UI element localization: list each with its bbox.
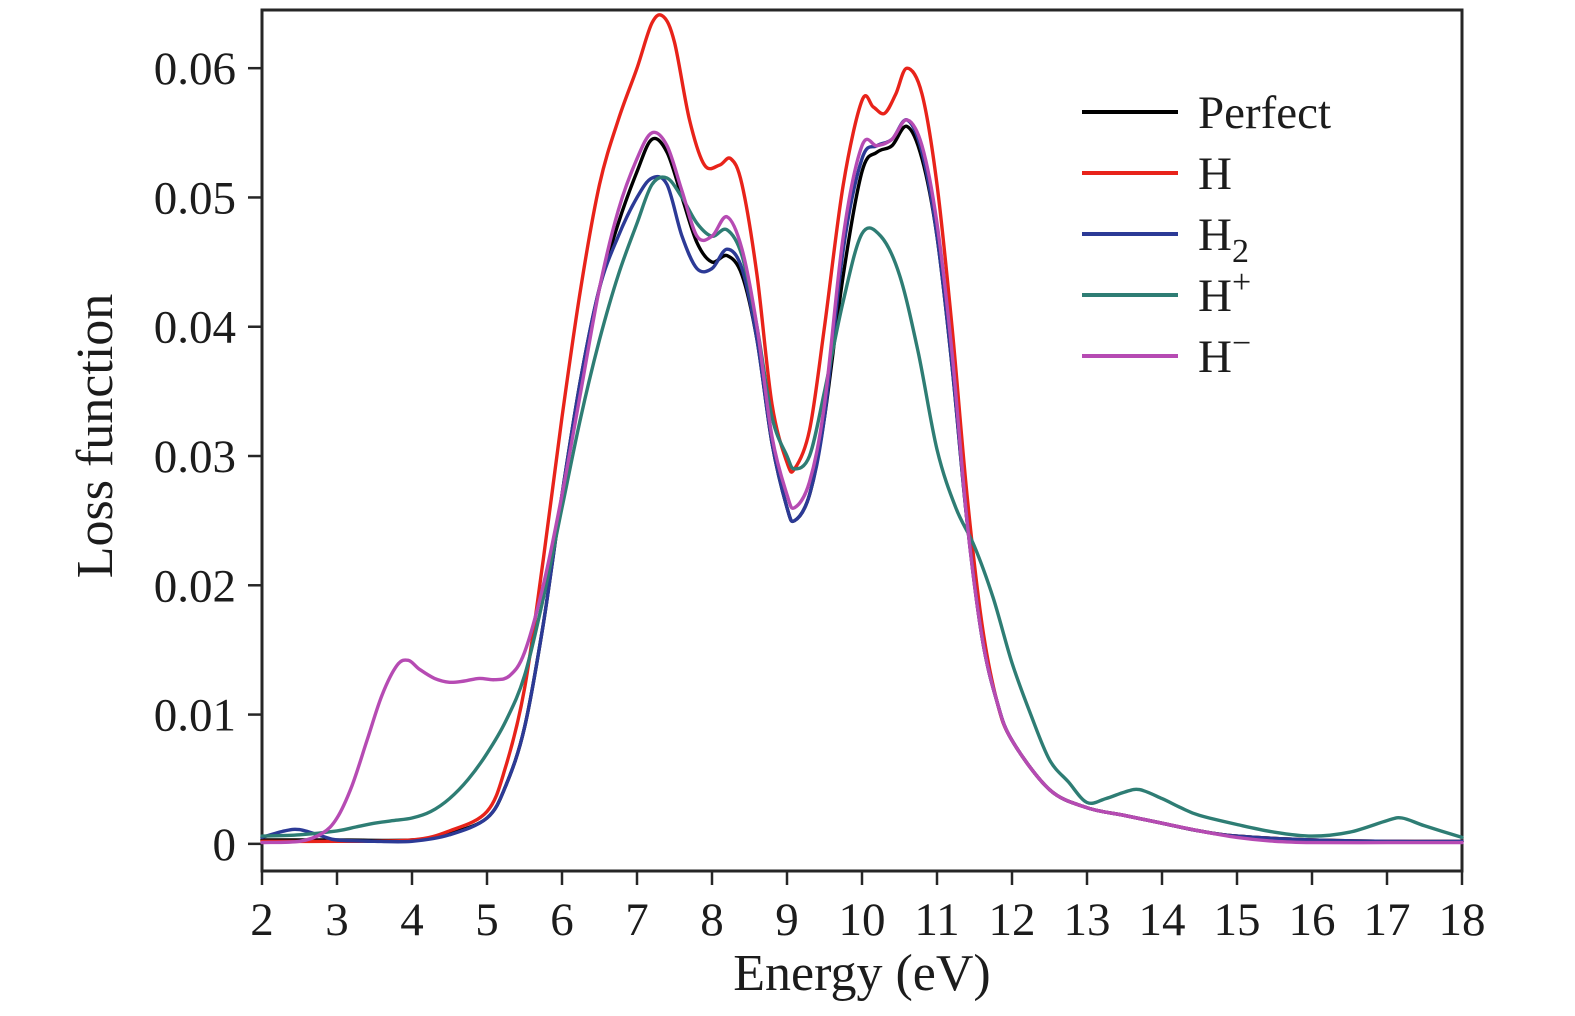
y-axis-label: Loss function [67,294,124,579]
x-tick-label: 3 [325,894,349,946]
x-tick-label: 18 [1439,894,1486,946]
x-tick-label: 6 [550,894,574,946]
y-tick-label: 0.01 [154,690,236,742]
x-axis-label: Energy (eV) [733,945,991,1002]
x-tick-label: 9 [775,894,799,946]
legend-label-h2: H2 [1198,209,1249,270]
x-tick-label: 4 [400,894,424,946]
x-tick-label: 12 [989,894,1036,946]
y-tick-label: 0.06 [154,43,236,95]
legend-label-h: H [1198,148,1232,200]
legend-label-h-minus: H− [1198,325,1251,383]
y-tick-label: 0.05 [154,172,236,224]
x-tick-label: 15 [1214,894,1261,946]
x-tick-label: 2 [250,894,274,946]
x-tick-label: 16 [1289,894,1336,946]
x-tick-label: 8 [700,894,724,946]
x-tick-label: 13 [1064,894,1111,946]
legend-label-perfect: Perfect [1198,87,1331,139]
y-tick-label: 0.04 [154,302,236,354]
y-tick-label: 0.02 [154,560,236,612]
series-line-h-minus [260,118,1464,845]
y-tick-label: 0.03 [154,431,236,483]
x-tick-label: 10 [839,894,886,946]
x-tick-label: 5 [475,894,499,946]
plot-frame [260,8,1464,873]
y-tick-label: 0 [213,819,237,871]
x-tick-label: 14 [1139,894,1186,946]
x-tick-label: 11 [914,894,959,946]
series-line-h2 [260,118,1464,844]
legend-label-h-plus: H+ [1198,264,1251,322]
series-line-h-plus [260,175,1464,840]
x-tick-label: 7 [625,894,649,946]
x-tick-label: 17 [1364,894,1411,946]
